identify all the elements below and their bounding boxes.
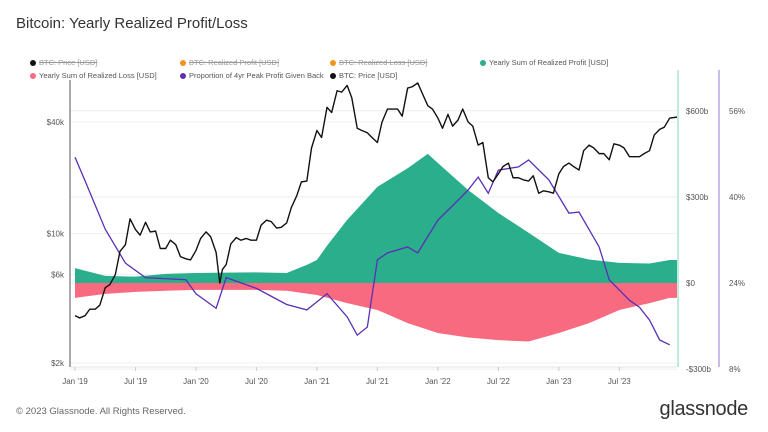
x-tick-label: Jul '20: [245, 377, 268, 386]
price-tick-label: $2k: [51, 359, 65, 368]
x-tick-label: Jul '21: [366, 377, 389, 386]
usd-tick-label: -$300b: [686, 365, 711, 374]
price-tick-label: $10k: [47, 230, 65, 239]
glassnode-logo: glassnode: [659, 398, 749, 420]
legend-dot: [180, 59, 186, 66]
yearly-profit-area: [75, 153, 677, 283]
legend-item-realized-profit-hidden[interactable]: BTC: Realized Profit [USD]: [180, 58, 279, 67]
legend-dot: [330, 72, 336, 79]
legend-dot: [30, 59, 36, 66]
yearly-loss-area: [75, 283, 677, 342]
x-tick-label: Jan '22: [425, 377, 451, 386]
areas: [75, 153, 677, 342]
lines: [74, 82, 678, 346]
legend-item-realized-loss-hidden[interactable]: BTC: Realized Loss [USD]: [330, 58, 427, 67]
legend-item-yearly-profit[interactable]: Yearly Sum of Realized Profit [USD]: [480, 58, 608, 67]
btc-price-line: [74, 82, 678, 319]
usd-tick-label: $300b: [686, 193, 709, 202]
proportion-line: [74, 156, 671, 346]
percent-tick-label: 24%: [729, 279, 745, 288]
x-tick-label: Jul '19: [124, 377, 147, 386]
legend-item-btc-price[interactable]: BTC: Price [USD]: [330, 71, 397, 80]
x-tick-label: Jan '21: [304, 377, 330, 386]
legend-dot: [30, 72, 36, 79]
axes: $2k $6k $10k $40k -$300b $0 $300b $600b 8% 24% 40%…: [47, 70, 745, 386]
legend-dot: [180, 72, 186, 79]
x-tick-label: Jan '20: [183, 377, 209, 386]
legend-item-proportion-given-back[interactable]: Proportion of 4yr Peak Profit Given Back: [180, 71, 324, 80]
chart-title: Bitcoin: Yearly Realized Profit/Loss: [16, 15, 248, 32]
price-tick-label: $40k: [47, 118, 65, 127]
copyright: © 2023 Glassnode. All Rights Reserved.: [16, 406, 186, 417]
usd-tick-label: $600b: [686, 107, 709, 116]
legend-dot: [330, 59, 336, 66]
percent-tick-label: 40%: [729, 193, 745, 202]
legend-item-btc-price-hidden[interactable]: BTC: Price [USD]: [30, 58, 97, 67]
x-tick-label: Jul '22: [487, 377, 510, 386]
x-tick-label: Jan '23: [546, 377, 572, 386]
x-tick-label: Jan '19: [62, 377, 88, 386]
usd-tick-label: $0: [686, 279, 695, 288]
x-tick-label: Jul '23: [608, 377, 631, 386]
percent-tick-label: 56%: [729, 107, 745, 116]
legend-dot: [480, 59, 486, 66]
price-tick-label: $6k: [51, 271, 65, 280]
legend-item-yearly-loss[interactable]: Yearly Sum of Realized Loss [USD]: [30, 71, 157, 80]
percent-tick-label: 8%: [729, 365, 741, 374]
